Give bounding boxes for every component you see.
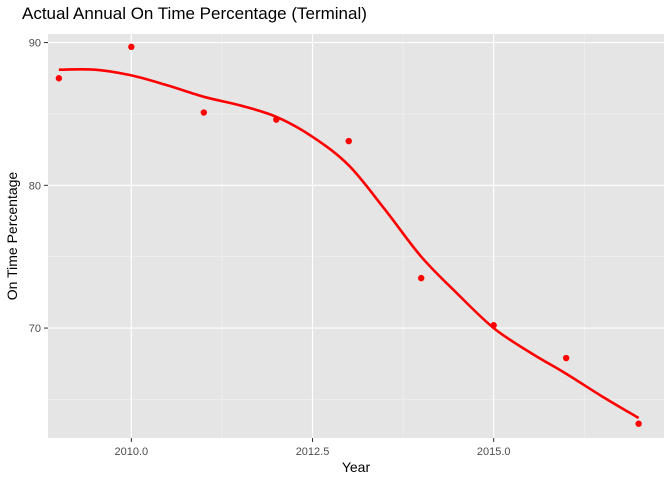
data-point — [490, 322, 497, 329]
trend-line-path — [58, 67, 640, 420]
data-point — [345, 137, 352, 145]
axis-ticks: 2010.0 2012.5 2015.0 70 80 90 — [29, 38, 511, 458]
data-point — [273, 116, 280, 123]
data-point — [128, 43, 135, 51]
data-point — [200, 109, 208, 116]
data-point — [418, 274, 425, 282]
y-tick-label: 80 — [29, 180, 41, 192]
x-axis-title: Year — [342, 459, 371, 475]
smooth-trend-line — [58, 67, 640, 420]
chart-title: Actual Annual On Time Percentage (Termin… — [22, 4, 367, 23]
data-points — [55, 43, 642, 427]
grid-lines — [48, 34, 664, 438]
data-point — [55, 75, 63, 82]
data-point — [562, 354, 570, 362]
x-tick-label: 2015.0 — [477, 446, 511, 458]
x-tick-label: 2012.5 — [296, 446, 330, 458]
data-point — [635, 420, 642, 427]
y-axis-title: On Time Percentage — [4, 172, 20, 301]
x-tick-label: 2010.0 — [115, 446, 149, 458]
y-tick-label: 90 — [29, 38, 41, 50]
y-tick-label: 70 — [29, 323, 41, 335]
